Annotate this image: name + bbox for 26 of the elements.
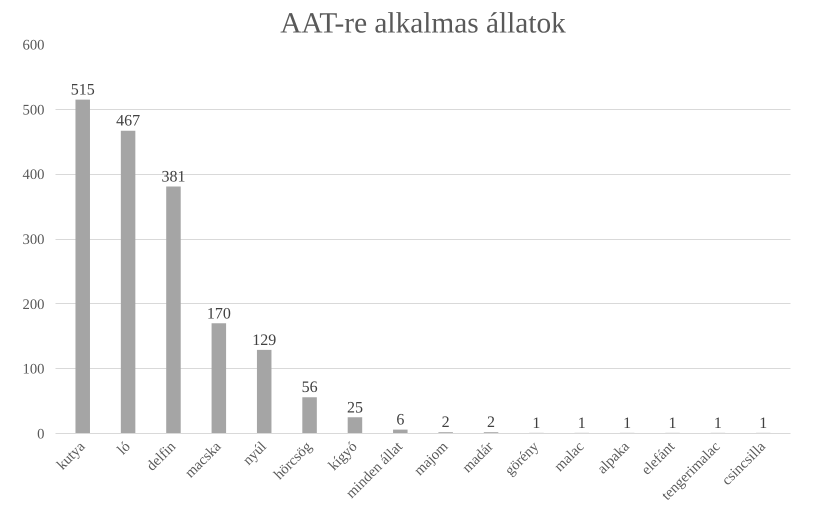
data-label: 1 (714, 414, 722, 432)
data-label: 1 (668, 414, 677, 432)
data-label: 6 (396, 412, 404, 429)
x-tick-label: ló (114, 438, 134, 458)
y-tick-label: 300 (22, 232, 44, 248)
data-label: 2 (442, 414, 450, 432)
data-label: 1 (623, 414, 632, 432)
data-label: 56 (302, 379, 318, 396)
data-label: 1 (759, 414, 768, 432)
data-label: 467 (116, 112, 140, 130)
data-label: 129 (252, 332, 276, 349)
y-tick-label: 200 (22, 296, 44, 313)
y-tick-label: 100 (22, 362, 44, 378)
data-label: 170 (206, 305, 231, 322)
data-label: 25 (346, 399, 363, 416)
data-label: 1 (532, 414, 540, 432)
data-label: 1 (578, 414, 586, 432)
chart-title: AAT-re alkalmas állatok (280, 8, 566, 40)
data-label: 381 (161, 168, 186, 186)
y-tick-label: 0 (37, 426, 44, 442)
x-tick-label: nyúl (240, 438, 270, 469)
y-tick-label: 500 (22, 102, 44, 118)
data-label: 2 (487, 414, 496, 432)
y-tick-label: 400 (22, 167, 44, 184)
y-tick-label: 600 (22, 38, 44, 54)
data-label: 515 (70, 82, 95, 99)
